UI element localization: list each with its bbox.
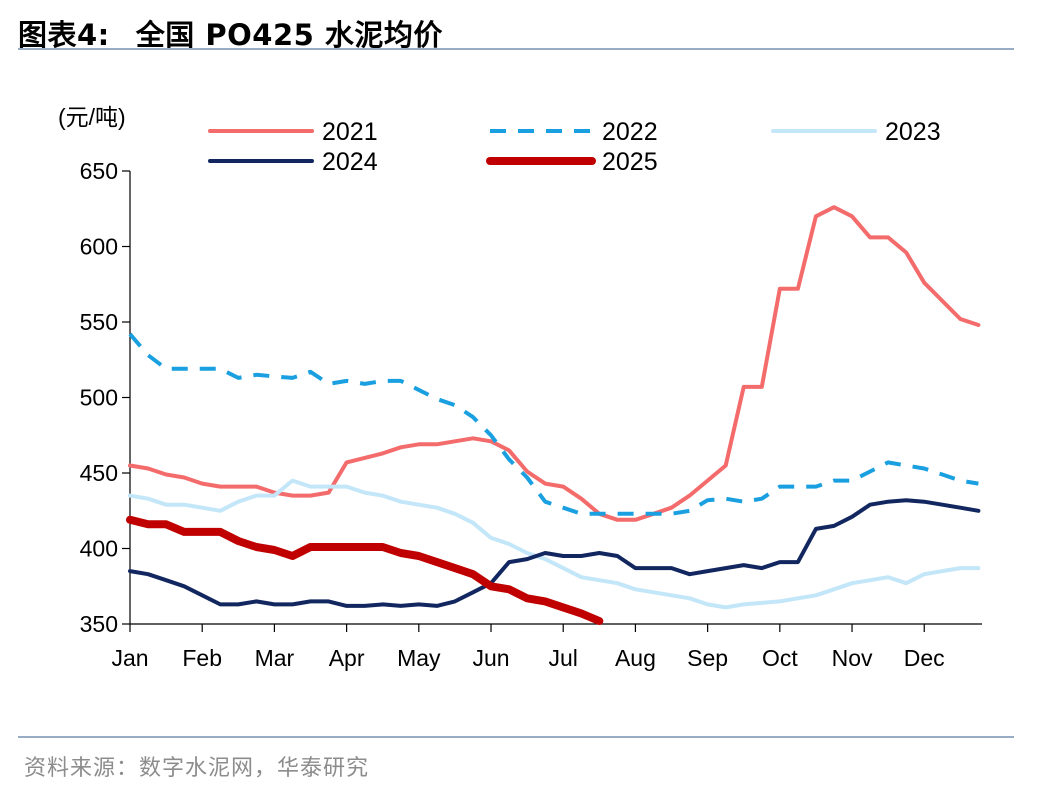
x-tick-label: Nov <box>832 645 873 671</box>
header-divider <box>18 48 1014 50</box>
x-tick-label: Mar <box>255 645 295 671</box>
x-tick-label: Sep <box>687 645 728 671</box>
x-tick-label: Aug <box>615 645 656 671</box>
legend-label: 2022 <box>602 118 658 146</box>
source-note: 资料来源：数字水泥网，华泰研究 <box>24 756 370 781</box>
unit-label: (元/吨) <box>58 104 126 130</box>
legend-label: 2023 <box>885 118 941 146</box>
y-tick-label: 350 <box>80 611 118 637</box>
y-tick-label: 600 <box>80 234 118 260</box>
legend-label: 2024 <box>322 148 378 176</box>
x-tick-label: Feb <box>182 645 222 671</box>
line-chart: (元/吨) 2021 2022 2023 2024 2025 350 400 450 500 5… <box>58 104 982 671</box>
y-tick-label: 450 <box>80 460 118 486</box>
series-line-2024 <box>128 498 981 608</box>
series-line-2023 <box>128 478 981 610</box>
legend: 2021 2022 2023 2024 2025 <box>208 118 941 176</box>
legend-label: 2025 <box>602 148 658 176</box>
legend-entry-2021: 2021 <box>208 118 378 146</box>
legend-label: 2021 <box>322 118 378 146</box>
chart-title: 全国 PO425 水泥均价 <box>135 18 443 52</box>
y-tick-label: 650 <box>80 158 118 184</box>
plot-area <box>126 205 981 625</box>
legend-entry-2025: 2025 <box>486 148 658 176</box>
figure-label: 图表4: <box>18 18 110 52</box>
x-tick-label: Oct <box>762 645 798 671</box>
legend-entry-2024: 2024 <box>208 148 378 176</box>
x-tick-label: Jul <box>549 645 578 671</box>
axes: 350 400 450 500 550 600 650 Jan Feb Mar Apr May Jun J… <box>80 158 982 671</box>
y-tick-label: 500 <box>80 385 118 411</box>
legend-entry-2022: 2022 <box>490 118 658 146</box>
x-tick-label: Dec <box>904 645 945 671</box>
series-line-2022 <box>128 332 979 516</box>
legend-entry-2023: 2023 <box>771 118 941 146</box>
x-tick-label: Apr <box>329 645 365 671</box>
y-tick-label: 550 <box>80 309 118 335</box>
y-tick-label: 400 <box>80 536 118 562</box>
series-line-2021 <box>128 205 981 522</box>
series-line-2025 <box>126 515 604 625</box>
x-tick-label: Jun <box>472 645 509 671</box>
x-tick-label: May <box>397 645 441 671</box>
figure-title: 图表4: 全国 PO425 水泥均价 <box>18 12 443 54</box>
footer-divider <box>18 736 1014 738</box>
x-tick-label: Jan <box>111 645 148 671</box>
